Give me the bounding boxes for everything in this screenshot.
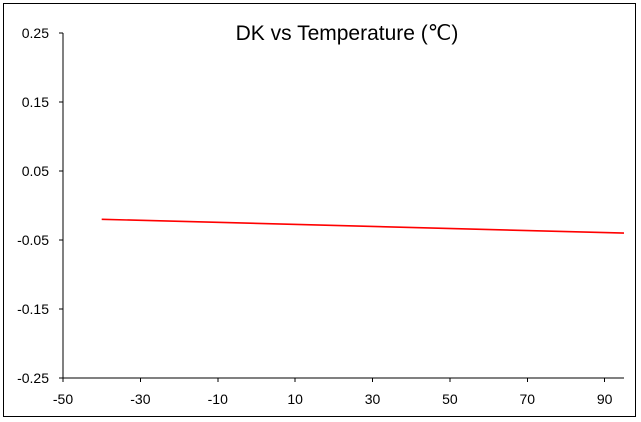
y-tick-label: -0.25 [17, 370, 49, 386]
x-tick-label: -30 [130, 391, 150, 407]
x-tick-label: 30 [365, 391, 381, 407]
y-tick-label: 0.25 [22, 25, 49, 41]
chart-title: DK vs Temperature (℃) [236, 22, 459, 45]
y-axis-ticks: 0.25 0.15 0.05 -0.05 -0.15 -0.25 [17, 25, 63, 386]
x-tick-label: -50 [53, 391, 73, 407]
y-tick-label: -0.05 [17, 232, 49, 248]
series-layer [101, 218, 625, 234]
series-line [101, 218, 625, 234]
chart-frame [3, 3, 636, 417]
x-tick-label: 90 [597, 391, 613, 407]
x-tick-label: 10 [287, 391, 303, 407]
x-tick-label: 70 [519, 391, 535, 407]
y-tick-label: 0.15 [22, 94, 49, 110]
y-tick-label: -0.15 [17, 301, 49, 317]
y-tick-label: 0.05 [22, 163, 49, 179]
x-tick-label: -10 [208, 391, 228, 407]
x-tick-label: 50 [442, 391, 458, 407]
x-axis-ticks: -50 -30 -10 10 30 50 70 90 [53, 378, 613, 407]
